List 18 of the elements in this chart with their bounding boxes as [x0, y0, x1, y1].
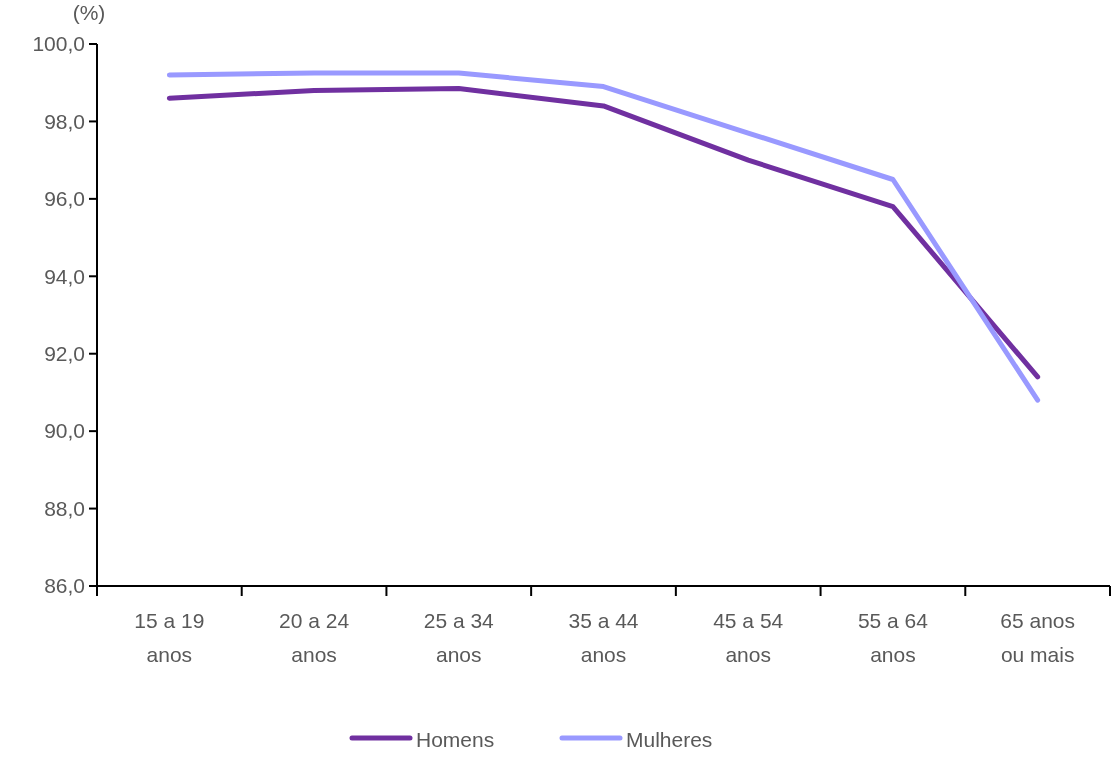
legend-label: Homens — [416, 728, 495, 752]
x-tick-label: 55 a 64 anos — [857, 609, 929, 666]
y-axis-title: (%) — [72, 1, 106, 24]
y-tick-label: 100,0 — [32, 32, 85, 56]
x-tick-label: 15 a 19 anos — [134, 609, 205, 666]
x-tick-label: 25 a 34 anos — [423, 609, 495, 666]
y-tick-label: 88,0 — [44, 496, 85, 520]
y-tick-label: 92,0 — [44, 342, 85, 366]
y-tick-label: 94,0 — [44, 264, 85, 288]
y-tick-label: 98,0 — [44, 109, 85, 133]
legend-label: Mulheres — [626, 728, 713, 752]
y-tick-label: 96,0 — [44, 187, 85, 211]
x-tick-label: 35 a 44 anos — [568, 609, 639, 666]
x-tick-label: 20 a 24 anos — [279, 609, 350, 666]
y-tick-label: 86,0 — [44, 574, 85, 598]
x-tick-label: 45 a 54 anos — [713, 609, 784, 666]
x-tick-label: 65 anos ou mais — [1000, 609, 1076, 666]
y-tick-label: 90,0 — [44, 419, 85, 443]
